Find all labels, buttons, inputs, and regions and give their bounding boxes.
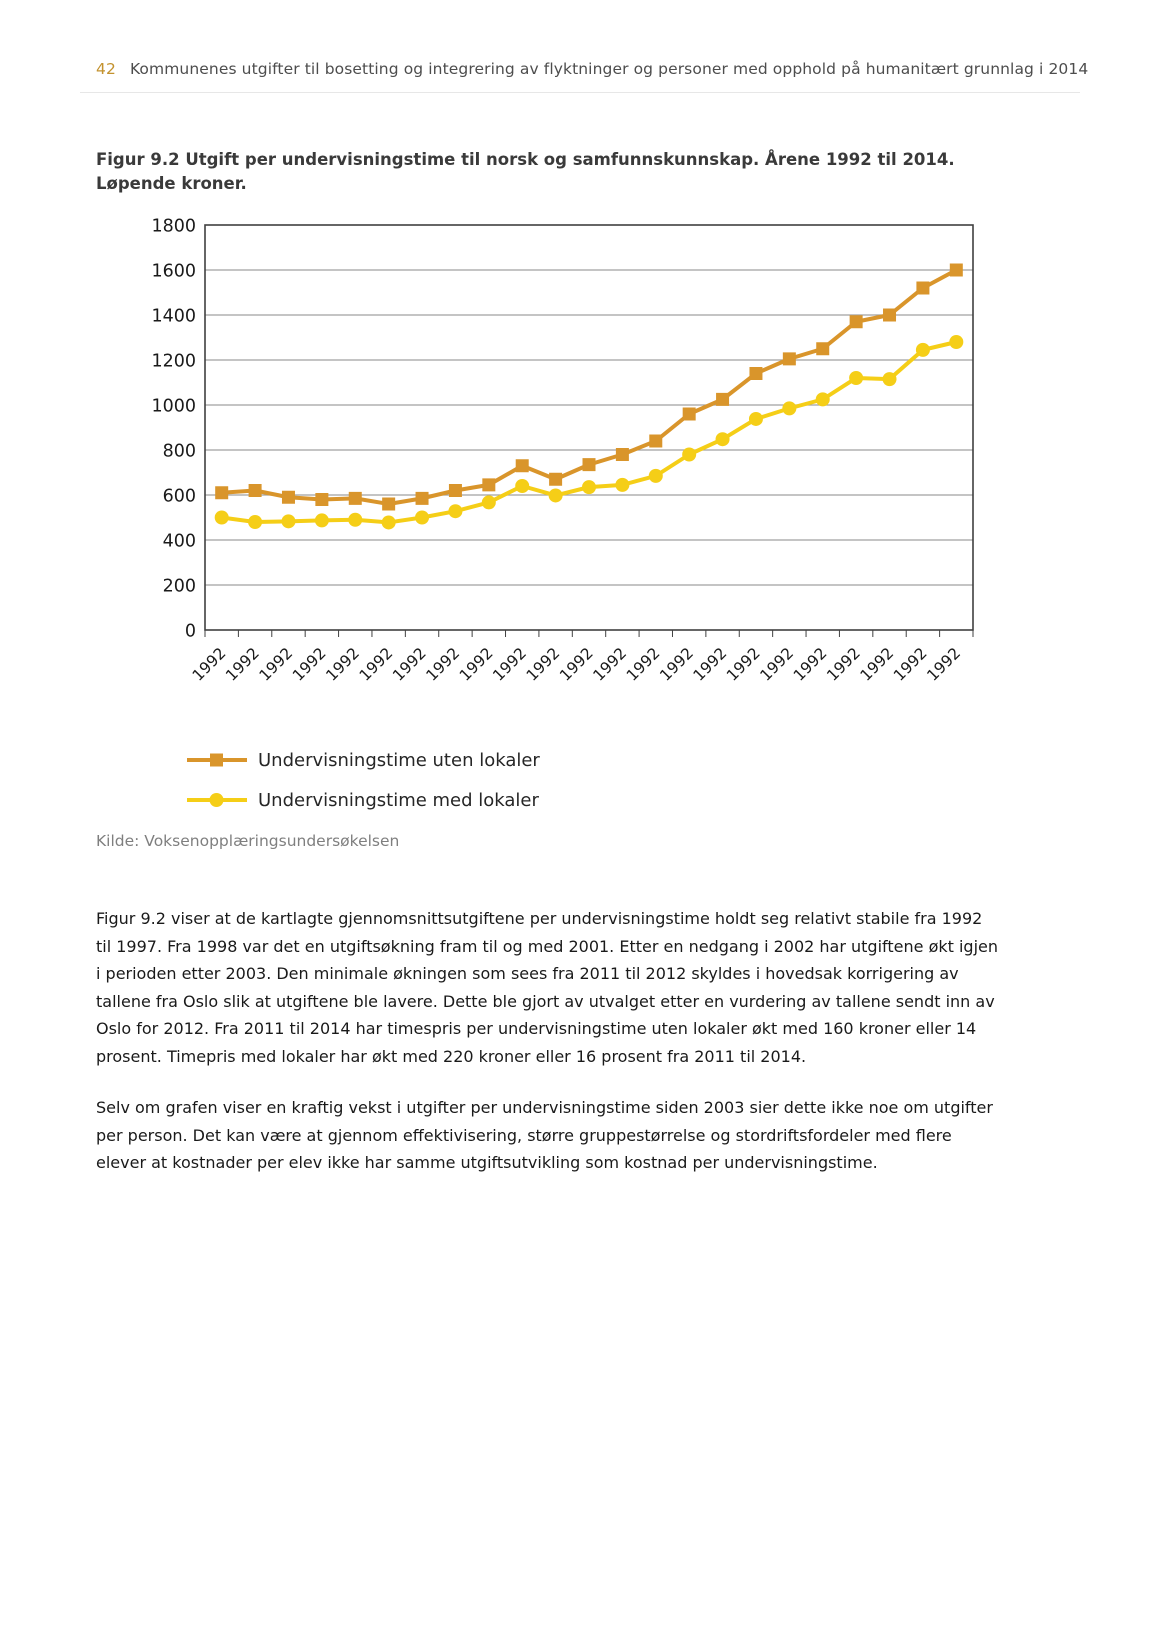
y-tick-label: 800	[163, 442, 196, 462]
data-point-circle	[682, 447, 697, 462]
figure-caption: Figur 9.2 Utgift per undervisningstime t…	[96, 150, 955, 193]
x-tick-label: 1992	[322, 644, 363, 685]
data-point-circle	[648, 468, 663, 483]
data-point-circle	[348, 512, 363, 527]
legend-swatch-square-icon	[187, 753, 247, 767]
legend-label: Undervisningstime med lokaler	[258, 789, 539, 811]
running-header: 42 Kommunenes utgifter til bosetting og i…	[96, 60, 1088, 78]
data-point-circle	[248, 515, 263, 529]
data-point-circle	[782, 401, 797, 416]
y-tick-label: 1400	[151, 307, 196, 327]
header-divider	[80, 92, 1080, 93]
data-point-circle	[615, 477, 630, 492]
data-point-square	[415, 491, 429, 505]
chart-legend: Undervisningstime uten lokaler Undervisn…	[186, 740, 540, 820]
data-point-circle	[815, 392, 830, 407]
data-point-square	[782, 352, 796, 366]
x-tick-label: 1992	[924, 644, 965, 685]
data-point-circle	[715, 432, 730, 447]
legend-swatch-circle-icon	[187, 793, 247, 807]
y-tick-label: 400	[163, 532, 196, 552]
data-point-square	[949, 263, 963, 277]
running-header-title: Kommunenes utgifter til bosetting og int…	[129, 60, 1089, 78]
paragraph: Selv om grafen viser en kraftig vekst i …	[96, 1098, 993, 1172]
page-number: 42	[96, 60, 116, 78]
x-tick-label: 1992	[289, 644, 330, 685]
data-point-square	[348, 491, 362, 505]
data-point-square	[448, 484, 462, 497]
y-tick-label: 200	[163, 577, 196, 597]
data-point-circle	[281, 514, 296, 529]
y-tick-label: 600	[163, 487, 196, 507]
data-point-square	[749, 367, 763, 380]
data-point-square	[615, 448, 629, 461]
data-point-square	[248, 484, 262, 497]
y-tick-label: 0	[185, 622, 196, 642]
x-tick-label: 1992	[757, 644, 798, 685]
x-tick-label: 1992	[423, 644, 464, 685]
x-tick-label: 1992	[456, 644, 497, 685]
x-tick-label: 1992	[189, 644, 230, 685]
data-point-square	[582, 458, 596, 472]
data-point-square	[482, 478, 496, 492]
data-point-circle	[515, 479, 530, 493]
x-tick-label: 1992	[389, 644, 430, 685]
data-point-circle	[415, 510, 430, 525]
figure-source: Kilde: Voksenopplæringsundersøkelsen	[96, 832, 400, 850]
x-tick-label: 1992	[723, 644, 764, 685]
figure-chart: 0200400600800100012001400160018001992199…	[151, 217, 974, 685]
x-tick-label: 1992	[489, 644, 530, 685]
x-tick-label: 1992	[690, 644, 731, 685]
data-point-square	[215, 486, 229, 500]
data-point-circle	[481, 495, 496, 510]
data-point-square	[883, 308, 897, 322]
legend-item-med-lokaler: Undervisningstime med lokaler	[186, 780, 540, 820]
x-tick-label: 1992	[222, 644, 263, 685]
data-point-square	[382, 497, 396, 511]
data-point-square	[916, 281, 930, 295]
data-point-circle	[214, 510, 229, 525]
y-tick-label: 1600	[151, 262, 196, 282]
data-point-circle	[849, 371, 864, 385]
data-point-circle	[748, 411, 763, 426]
x-tick-label: 1992	[823, 644, 864, 685]
data-point-square	[682, 407, 696, 421]
data-point-square	[716, 392, 730, 406]
data-point-square	[515, 459, 529, 473]
y-tick-label: 1200	[151, 352, 196, 372]
data-point-square	[315, 493, 329, 506]
data-point-square	[849, 315, 863, 329]
plot-border	[204, 224, 974, 631]
data-point-circle	[949, 335, 964, 349]
body-text: Figur 9.2 viser at de kartlagte gjennoms…	[96, 905, 1001, 1201]
data-point-square	[549, 472, 563, 486]
data-point-circle	[582, 480, 596, 495]
data-point-square	[649, 434, 663, 448]
x-tick-label: 1992	[790, 644, 831, 685]
x-tick-label: 1992	[256, 644, 297, 685]
legend-label: Undervisningstime uten lokaler	[258, 749, 540, 771]
data-point-circle	[915, 342, 930, 357]
data-point-square	[281, 490, 295, 504]
x-tick-label: 1992	[857, 644, 898, 685]
x-tick-label: 1992	[623, 644, 664, 685]
data-point-circle	[448, 504, 463, 519]
legend-item-uten-lokaler: Undervisningstime uten lokaler	[186, 740, 540, 780]
data-point-circle	[381, 515, 396, 530]
x-tick-label: 1992	[356, 644, 397, 685]
x-tick-label: 1992	[523, 644, 564, 685]
x-tick-label: 1992	[890, 644, 931, 685]
paragraph: Figur 9.2 viser at de kartlagte gjennoms…	[96, 909, 999, 1066]
x-tick-label: 1992	[590, 644, 631, 685]
data-point-square	[816, 342, 830, 356]
x-tick-label: 1992	[556, 644, 597, 685]
data-point-circle	[548, 488, 563, 503]
data-point-circle	[314, 513, 329, 528]
data-point-circle	[882, 372, 897, 387]
y-tick-label: 1800	[151, 217, 196, 237]
y-tick-label: 1000	[151, 397, 196, 417]
x-tick-label: 1992	[656, 644, 697, 685]
